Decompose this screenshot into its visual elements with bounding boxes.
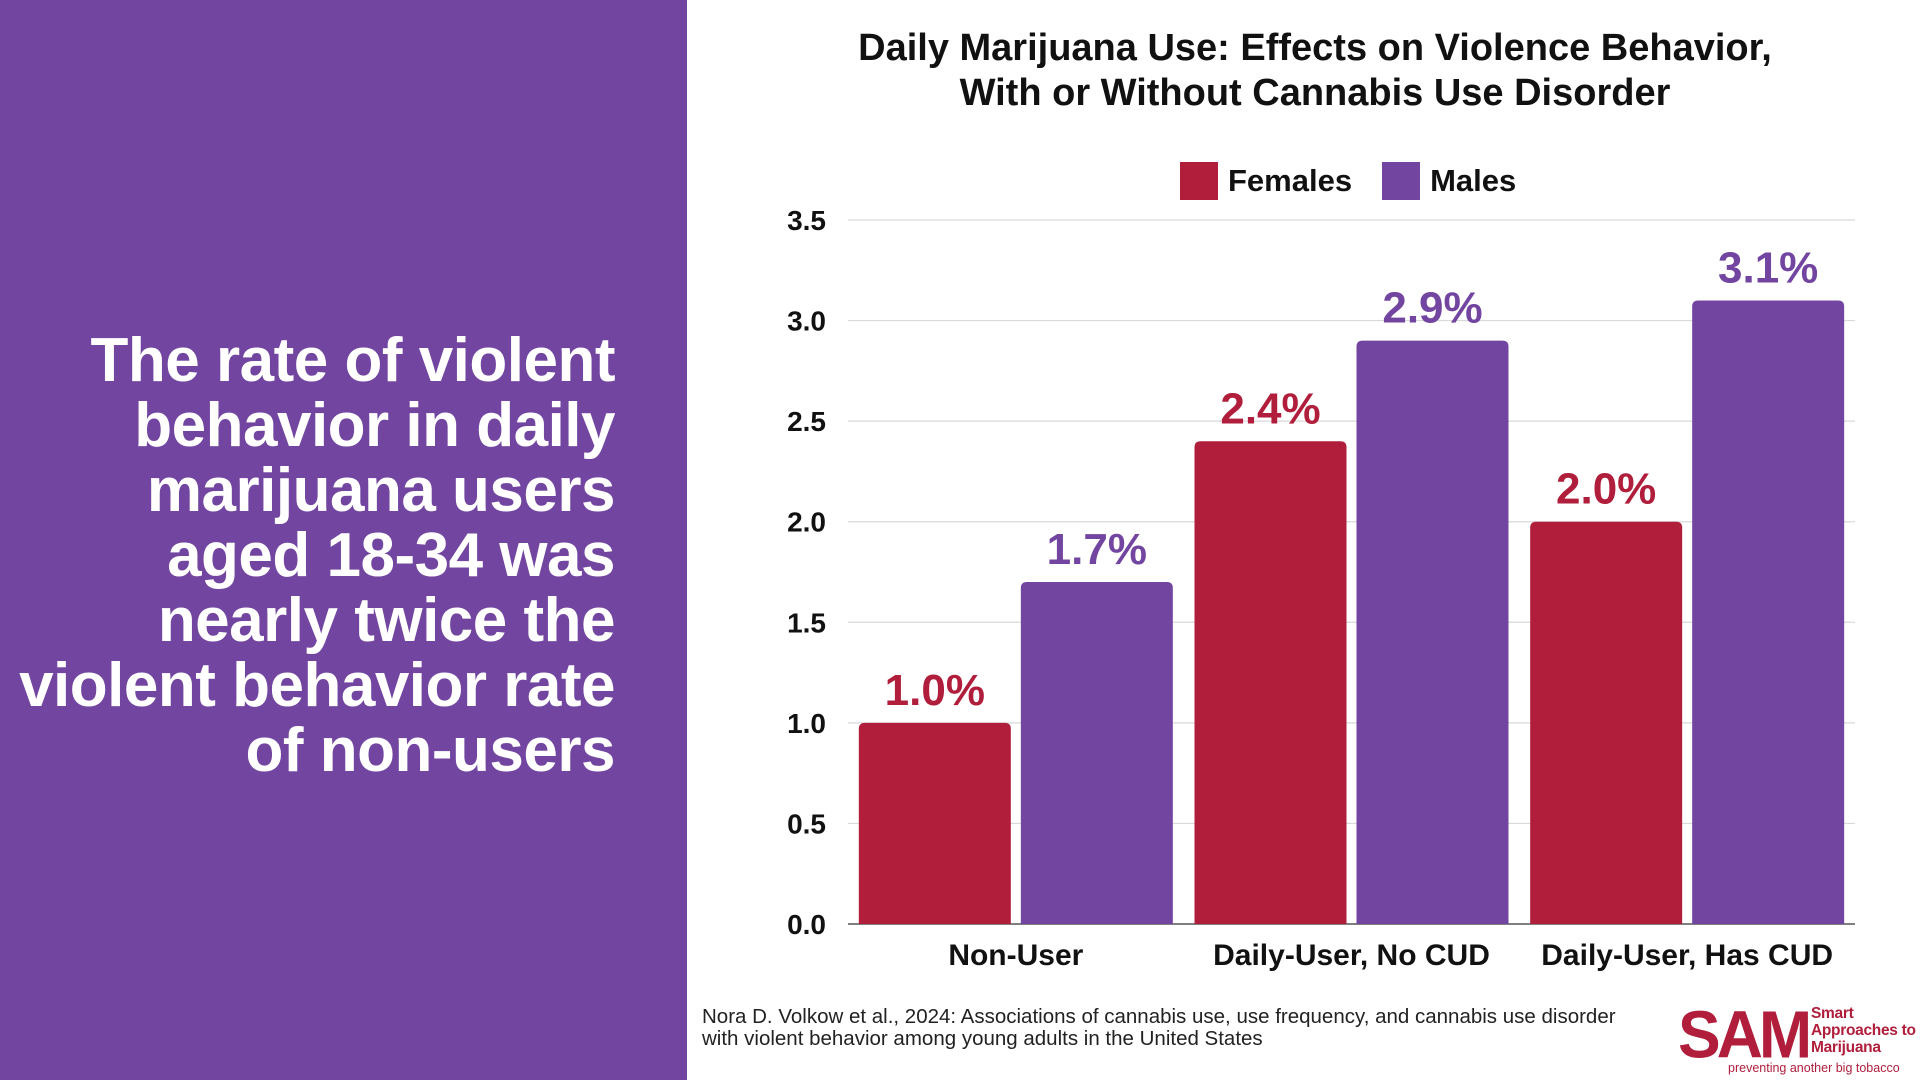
x-category-label: Non-User (948, 939, 1083, 972)
sam-logo: SAM Smart Approaches to Marijuana preven… (1678, 996, 1916, 1075)
chart-title-line-2: With or Without Cannabis Use Disorder (959, 72, 1671, 114)
chart-legend: Females Males (1180, 162, 1516, 200)
bar-males-1 (1356, 340, 1509, 925)
chart-title-line-1: Daily Marijuana Use: Effects on Violence… (858, 27, 1772, 69)
y-tick-label: 3.5 (787, 205, 826, 236)
logo-name: Smart Approaches to Marijuana (1811, 1005, 1920, 1056)
headline-text: The rate of violent behavior in daily ma… (19, 326, 615, 785)
data-label: 3.1% (1718, 243, 1818, 292)
y-tick-label: 2.0 (787, 507, 826, 538)
bar-females-2 (1530, 521, 1683, 924)
logo-name-line-3: Marijuana (1811, 1039, 1881, 1056)
legend-item-females: Females (1180, 162, 1352, 200)
data-label: 1.7% (1047, 525, 1147, 574)
x-category-label: Daily-User, Has CUD (1541, 939, 1833, 972)
source-citation: Nora D. Volkow et al., 2024: Association… (702, 1005, 1616, 1050)
logo-name-line-1: Smart (1811, 1005, 1854, 1022)
legend-swatch-males (1382, 162, 1421, 200)
y-tick-label: 3.0 (787, 306, 826, 337)
legend-label-females: Females (1228, 163, 1353, 198)
y-tick-label: 1.5 (787, 607, 826, 638)
bar-females-1 (1194, 441, 1347, 924)
y-tick-label: 1.0 (787, 708, 826, 739)
y-tick-label: 0.5 (787, 808, 826, 839)
bar-chart: 0.0 0.5 1.0 1.5 2.0 2.5 3.0 3.5 1.0% 1.7% Non-User… (787, 205, 1855, 972)
data-label: 1.0% (885, 666, 985, 715)
logo-name-line-2: Approaches to (1811, 1022, 1916, 1039)
bar-males-2 (1692, 300, 1845, 924)
y-tick-label: 2.5 (787, 406, 826, 437)
bar-males-0 (1020, 582, 1173, 924)
left-panel: The rate of violent behavior in daily ma… (0, 0, 687, 1080)
y-tick-label: 0.0 (787, 909, 826, 940)
data-label: 2.0% (1556, 465, 1656, 514)
data-label: 2.9% (1382, 284, 1482, 333)
chart-title: Daily Marijuana Use: Effects on Violence… (760, 26, 1870, 116)
x-category-label: Daily-User, No CUD (1213, 939, 1490, 972)
logo-tagline: preventing another big tobacco (1728, 1061, 1900, 1075)
bar-females-0 (858, 722, 1011, 924)
legend-swatch-females (1180, 162, 1218, 200)
legend-label-males: Males (1430, 163, 1517, 198)
legend-item-males: Males (1382, 162, 1516, 200)
data-label: 2.4% (1220, 384, 1320, 433)
logo-abbreviation: SAM (1678, 996, 1812, 1073)
